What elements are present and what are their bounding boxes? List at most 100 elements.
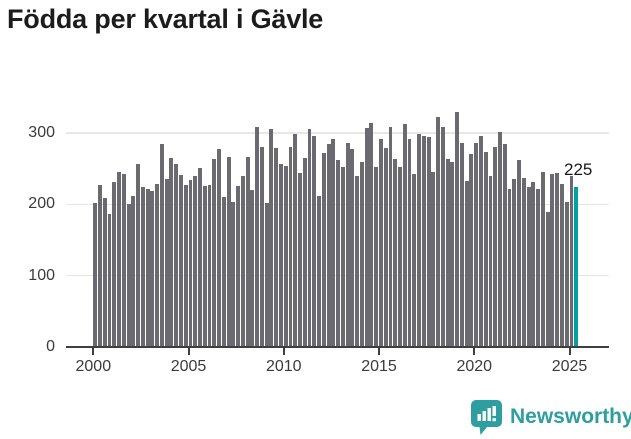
x-tick-2020: [473, 348, 476, 355]
brand-name: Newsworthy: [510, 405, 631, 428]
x-tick-label-2005: 2005: [170, 358, 207, 375]
bar-2012-Q2: [326, 144, 331, 347]
bar-2024-Q4: [564, 202, 569, 347]
bar-2007-Q3: [236, 185, 241, 347]
bar-2020-Q4: [488, 175, 493, 347]
bar-2014-Q1: [359, 161, 364, 347]
bar-2012-Q4: [336, 160, 341, 347]
bar-2001-Q4: [126, 204, 131, 347]
bar-2013-Q3: [350, 148, 355, 347]
x-tick-label-2020: 2020: [456, 358, 493, 375]
bar-2002-Q4: [145, 189, 150, 347]
bar-2001-Q2: [117, 171, 121, 347]
x-tick-2000: [92, 348, 95, 355]
bar-2007-Q2: [231, 202, 236, 347]
bar-2018-Q1: [436, 116, 441, 347]
bar-2005-Q4: [202, 185, 207, 347]
bar-2001-Q3: [121, 173, 126, 347]
bar-2019-Q1: [455, 111, 460, 347]
bar-2009-Q1: [264, 202, 269, 347]
bar-2009-Q3: [274, 147, 279, 347]
bar-2012-Q3: [331, 138, 336, 347]
bar-2014-Q3: [369, 123, 374, 347]
bar-2020-Q2: [479, 135, 483, 347]
bar-2022-Q1: [512, 178, 517, 347]
bar-2017-Q1: [417, 133, 421, 347]
y-tick-label-300: 300: [28, 124, 55, 141]
bar-2025-Q2: [574, 186, 579, 347]
bar-2022-Q2: [517, 160, 521, 347]
bar-2002-Q2: [136, 163, 141, 347]
bar-2005-Q1: [188, 180, 193, 347]
bar-2004-Q3: [179, 175, 183, 347]
bar-2023-Q1: [531, 182, 536, 347]
x-tick-label-2000: 2000: [75, 358, 112, 375]
bar-2017-Q2: [421, 135, 426, 347]
bar-2000-Q1: [93, 202, 98, 347]
bar-2016-Q4: [412, 174, 417, 347]
bar-2000-Q4: [107, 213, 112, 347]
bar-2013-Q1: [340, 166, 345, 347]
bar-2007-Q1: [226, 156, 231, 347]
bar-2015-Q1: [379, 139, 383, 347]
bar-2013-Q4: [355, 175, 360, 347]
bar-2002-Q3: [140, 186, 145, 347]
bar-2023-Q3: [540, 172, 545, 347]
bar-2017-Q4: [431, 171, 436, 347]
bar-2001-Q1: [112, 182, 117, 347]
bar-2017-Q3: [426, 137, 431, 347]
bar-2022-Q4: [526, 186, 531, 347]
bar-2014-Q2: [364, 128, 369, 347]
bar-2009-Q2: [269, 129, 274, 347]
bar-2019-Q3: [464, 180, 469, 347]
x-tick-2005: [187, 348, 190, 355]
y-tick-label-200: 200: [28, 195, 55, 213]
bar-2018-Q3: [445, 159, 450, 347]
x-tick-2010: [282, 348, 285, 355]
bar-2003-Q3: [159, 143, 164, 347]
bar-2009-Q4: [279, 164, 283, 347]
chart-title: Födda per kvartal i Gävle: [7, 4, 324, 34]
bar-2016-Q3: [407, 139, 412, 347]
bar-chart-speech-bubble-icon: [471, 400, 502, 435]
bar-2003-Q1: [150, 190, 155, 347]
bar-2021-Q1: [493, 147, 498, 347]
y-tick-label-0: 0: [46, 338, 55, 355]
bar-2006-Q2: [212, 159, 217, 347]
x-tick-label-2010: 2010: [265, 358, 302, 375]
bar-2014-Q4: [374, 166, 379, 347]
bar-2016-Q1: [398, 166, 402, 347]
gridline-300: [66, 132, 609, 134]
bar-2016-Q2: [402, 124, 407, 347]
bar-2020-Q1: [474, 142, 479, 347]
x-tick-2025: [568, 348, 571, 355]
bar-2023-Q4: [545, 212, 550, 347]
x-axis-line: [66, 346, 609, 348]
bar-2008-Q1: [245, 156, 250, 347]
bar-2010-Q3: [293, 133, 298, 347]
bar-2003-Q2: [155, 184, 160, 347]
bar-2004-Q4: [183, 185, 188, 347]
bar-2021-Q3: [502, 143, 507, 347]
newsworthy-brand[interactable]: Newsworthy: [470, 399, 631, 435]
bar-2006-Q3: [217, 148, 221, 347]
bar-2015-Q2: [383, 147, 388, 347]
bar-2015-Q3: [388, 126, 393, 347]
bar-2022-Q3: [521, 177, 526, 347]
bar-2010-Q4: [298, 172, 302, 347]
bar-2008-Q3: [255, 127, 260, 347]
bar-2004-Q2: [174, 164, 179, 347]
bar-2006-Q4: [221, 197, 226, 347]
bar-2011-Q2: [307, 129, 312, 347]
bar-2011-Q3: [312, 135, 317, 347]
bar-2004-Q1: [169, 157, 174, 347]
bar-2024-Q2: [555, 172, 560, 347]
x-tick-label-2015: 2015: [361, 358, 397, 375]
bar-2002-Q1: [131, 195, 136, 347]
bar-2011-Q1: [302, 157, 307, 347]
bar-2012-Q1: [321, 152, 326, 347]
bar-2025-Q1: [569, 175, 574, 347]
x-tick-label-2025: 2025: [551, 358, 588, 375]
bar-2005-Q3: [198, 167, 202, 347]
